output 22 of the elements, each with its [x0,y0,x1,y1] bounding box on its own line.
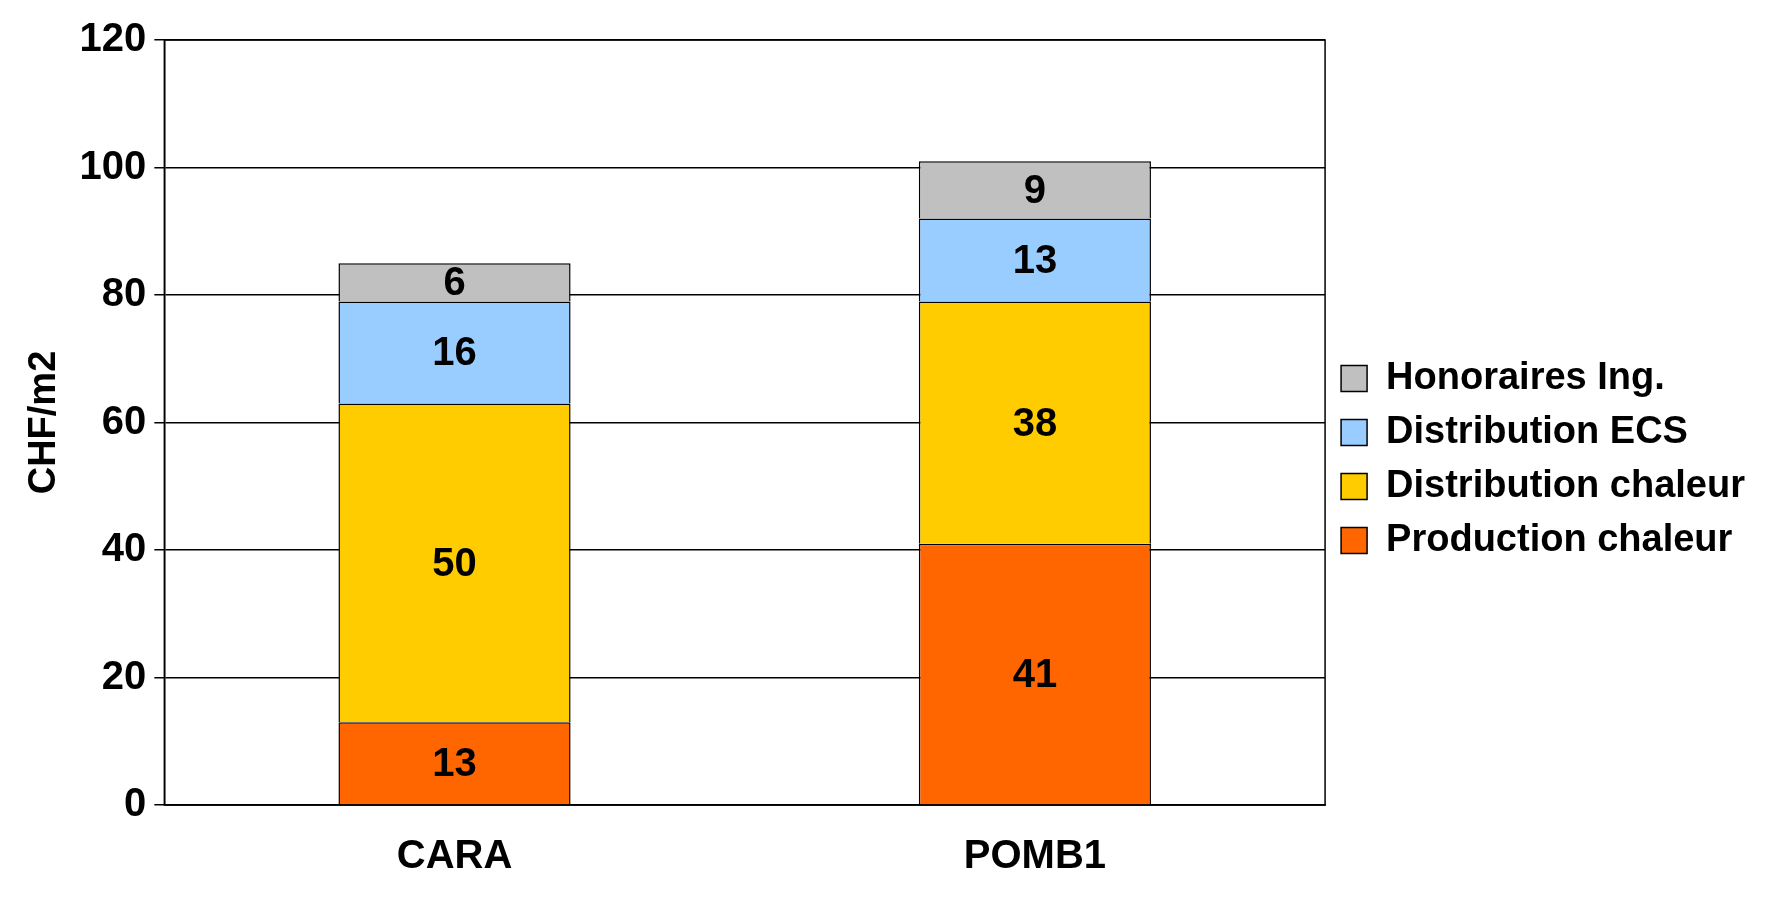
legend-label: Distribution ECS [1386,408,1688,451]
data-label: 41 [1012,650,1058,695]
legend-label: Production chaleur [1386,516,1733,559]
y-tick-label: 40 [101,525,147,570]
y-tick-label: 100 [79,142,147,187]
data-label: 16 [432,329,477,374]
y-tick-label: 60 [101,397,147,442]
x-tick-label: POMB1 [963,832,1107,877]
y-tick-label: 20 [101,652,147,697]
y-tick-label: 120 [79,15,147,60]
legend-label: Distribution chaleur [1386,462,1746,505]
y-tick-label: 80 [101,270,147,315]
data-label: 38 [1012,399,1058,444]
data-label: 50 [432,539,477,584]
data-label: 13 [432,740,477,785]
x-tick-label: CARA [396,832,513,877]
legend-label: Honoraires Ing. [1386,354,1665,397]
y-tick-label: 0 [124,780,147,825]
data-label: 9 [1023,166,1047,211]
data-label: 6 [443,259,466,304]
y-axis-title: CHF/m2 [21,350,64,495]
data-label: 13 [1012,236,1058,281]
